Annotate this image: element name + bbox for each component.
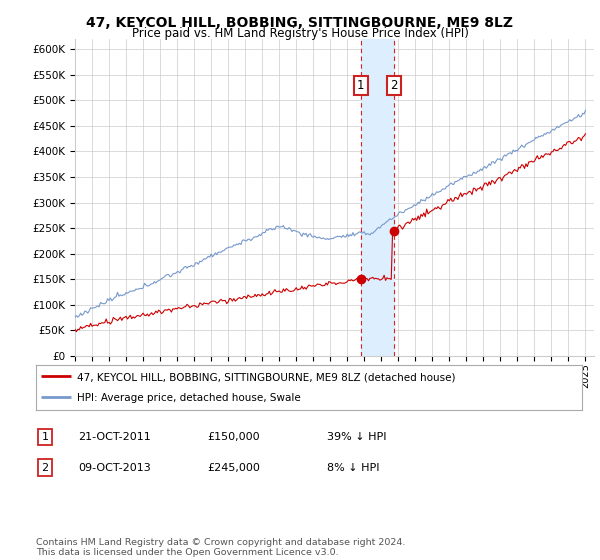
Text: £245,000: £245,000 bbox=[207, 463, 260, 473]
Text: 09-OCT-2013: 09-OCT-2013 bbox=[78, 463, 151, 473]
Text: £150,000: £150,000 bbox=[207, 432, 260, 442]
Text: 47, KEYCOL HILL, BOBBING, SITTINGBOURNE, ME9 8LZ: 47, KEYCOL HILL, BOBBING, SITTINGBOURNE,… bbox=[86, 16, 514, 30]
Text: 2: 2 bbox=[391, 78, 398, 92]
Text: 8% ↓ HPI: 8% ↓ HPI bbox=[327, 463, 380, 473]
Text: 2: 2 bbox=[41, 463, 49, 473]
Text: 21-OCT-2011: 21-OCT-2011 bbox=[78, 432, 151, 442]
Bar bbox=[361, 39, 394, 356]
Text: Price paid vs. HM Land Registry's House Price Index (HPI): Price paid vs. HM Land Registry's House … bbox=[131, 27, 469, 40]
Text: HPI: Average price, detached house, Swale: HPI: Average price, detached house, Swal… bbox=[77, 393, 301, 403]
Text: Contains HM Land Registry data © Crown copyright and database right 2024.
This d: Contains HM Land Registry data © Crown c… bbox=[36, 538, 406, 557]
Text: 47, KEYCOL HILL, BOBBING, SITTINGBOURNE, ME9 8LZ (detached house): 47, KEYCOL HILL, BOBBING, SITTINGBOURNE,… bbox=[77, 372, 455, 382]
Text: 1: 1 bbox=[357, 78, 365, 92]
Text: 39% ↓ HPI: 39% ↓ HPI bbox=[327, 432, 386, 442]
Text: 1: 1 bbox=[41, 432, 49, 442]
